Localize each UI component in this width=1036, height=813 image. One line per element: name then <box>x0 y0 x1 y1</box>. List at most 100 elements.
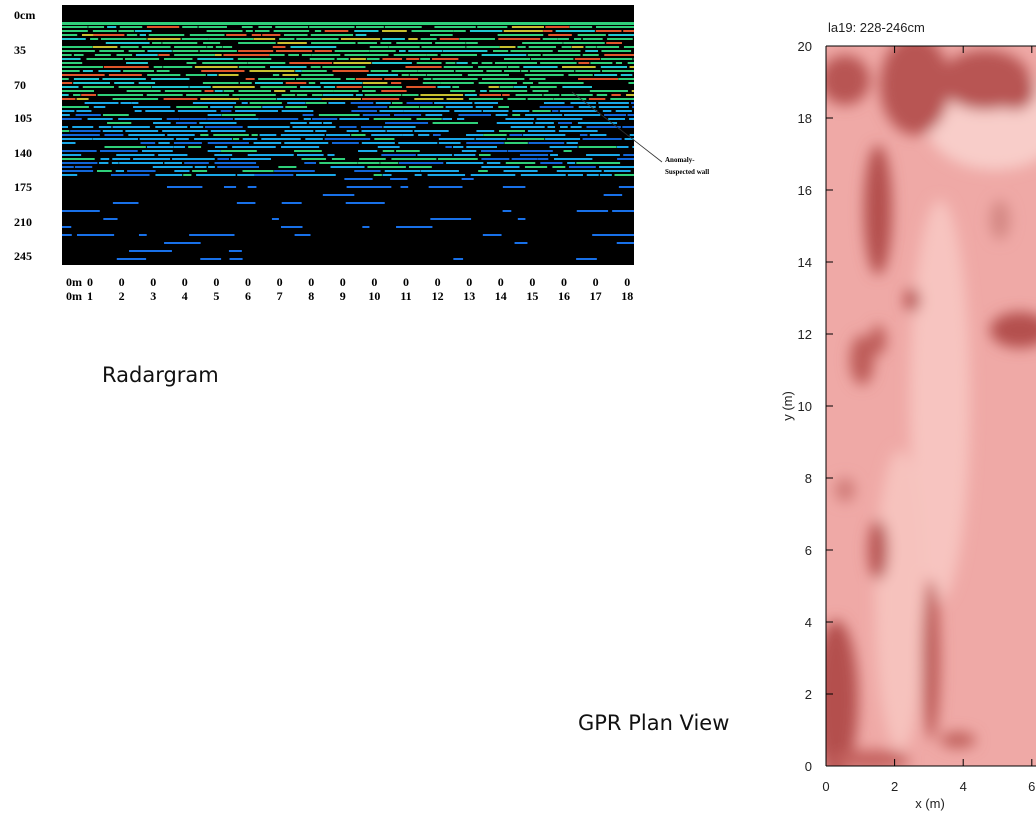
reflection <box>62 58 81 60</box>
reflection <box>405 66 442 68</box>
reflection <box>358 150 378 152</box>
reflection <box>301 158 327 160</box>
reflection <box>445 62 456 64</box>
reflection <box>523 134 566 136</box>
reflection <box>420 38 437 40</box>
reflection <box>428 186 463 188</box>
reflection <box>261 138 301 140</box>
reflection <box>212 86 255 88</box>
reflection <box>97 94 144 96</box>
reflection <box>279 38 295 40</box>
reflection <box>503 170 538 172</box>
reflection <box>445 146 452 148</box>
reflection <box>220 150 257 152</box>
reflection <box>574 58 601 60</box>
reflection <box>566 142 578 144</box>
reflection <box>527 98 554 100</box>
reflection <box>102 78 146 80</box>
reflection <box>62 38 86 40</box>
reflection <box>277 42 307 44</box>
reflection <box>280 226 303 228</box>
reflection <box>247 154 294 156</box>
reflection <box>371 134 403 136</box>
reflection <box>238 90 272 92</box>
reflection <box>194 166 207 168</box>
reflection <box>318 114 360 116</box>
reflection <box>577 122 618 124</box>
reflection <box>309 122 322 124</box>
reflection <box>453 146 464 148</box>
reflection <box>241 102 248 104</box>
reflection <box>62 166 74 168</box>
distance-label: 0 <box>340 275 346 289</box>
reflection <box>145 110 175 112</box>
reflection <box>514 242 528 244</box>
reflection <box>146 94 183 96</box>
reflection <box>616 242 634 244</box>
reflection <box>98 70 121 72</box>
reflection <box>151 78 190 80</box>
y-tick-label: 0 <box>805 759 812 774</box>
depth-label: 70 <box>14 78 26 92</box>
anomaly <box>880 46 950 135</box>
reflection <box>389 106 420 108</box>
reflection <box>254 30 270 32</box>
reflection <box>70 130 101 132</box>
y-tick-label: 20 <box>798 39 812 54</box>
reflection <box>511 26 544 28</box>
reflection <box>576 162 621 164</box>
reflection <box>62 46 93 48</box>
reflection <box>189 234 235 236</box>
reflection <box>164 242 201 244</box>
reflection <box>502 186 526 188</box>
reflection <box>107 122 132 124</box>
reflection <box>454 110 482 112</box>
anomaly <box>990 200 1010 240</box>
reflection <box>499 46 516 48</box>
reflection <box>296 38 339 40</box>
distance-label: 15 <box>526 289 538 303</box>
reflection <box>200 258 222 260</box>
reflection <box>398 142 438 144</box>
reflection <box>432 78 478 80</box>
reflection <box>251 34 262 36</box>
reflection <box>241 26 253 28</box>
distance-label: 0 <box>119 275 125 289</box>
reflection <box>369 50 396 52</box>
reflection <box>176 106 208 108</box>
reflection <box>408 166 432 168</box>
reflection <box>357 42 377 44</box>
reflection <box>296 174 336 176</box>
reflection <box>135 54 158 56</box>
reflection <box>242 138 258 140</box>
reflection <box>543 30 553 32</box>
reflection <box>134 110 142 112</box>
reflection <box>175 122 197 124</box>
reflection <box>618 186 634 188</box>
reflection <box>269 54 285 56</box>
reflection <box>563 42 605 44</box>
distance-label: 14 <box>495 289 507 303</box>
reflection <box>214 146 228 148</box>
reflection <box>214 90 223 92</box>
reflection <box>614 174 634 176</box>
x-axis-label: x (m) <box>915 796 945 811</box>
reflection <box>393 114 422 116</box>
y-tick-label: 16 <box>798 183 812 198</box>
reflection <box>547 126 556 128</box>
reflection <box>425 114 443 116</box>
distance-label: 0 <box>245 275 251 289</box>
distance-label: 0 <box>308 275 314 289</box>
reflection <box>207 46 214 48</box>
reflection <box>361 142 395 144</box>
reflection <box>540 162 563 164</box>
reflection <box>237 174 255 176</box>
reflection <box>152 166 193 168</box>
reflection <box>437 158 478 160</box>
reflection <box>314 30 322 32</box>
reflection <box>483 134 507 136</box>
reflection <box>599 174 612 176</box>
reflection <box>419 106 444 108</box>
reflection <box>482 110 509 112</box>
reflection <box>385 122 429 124</box>
